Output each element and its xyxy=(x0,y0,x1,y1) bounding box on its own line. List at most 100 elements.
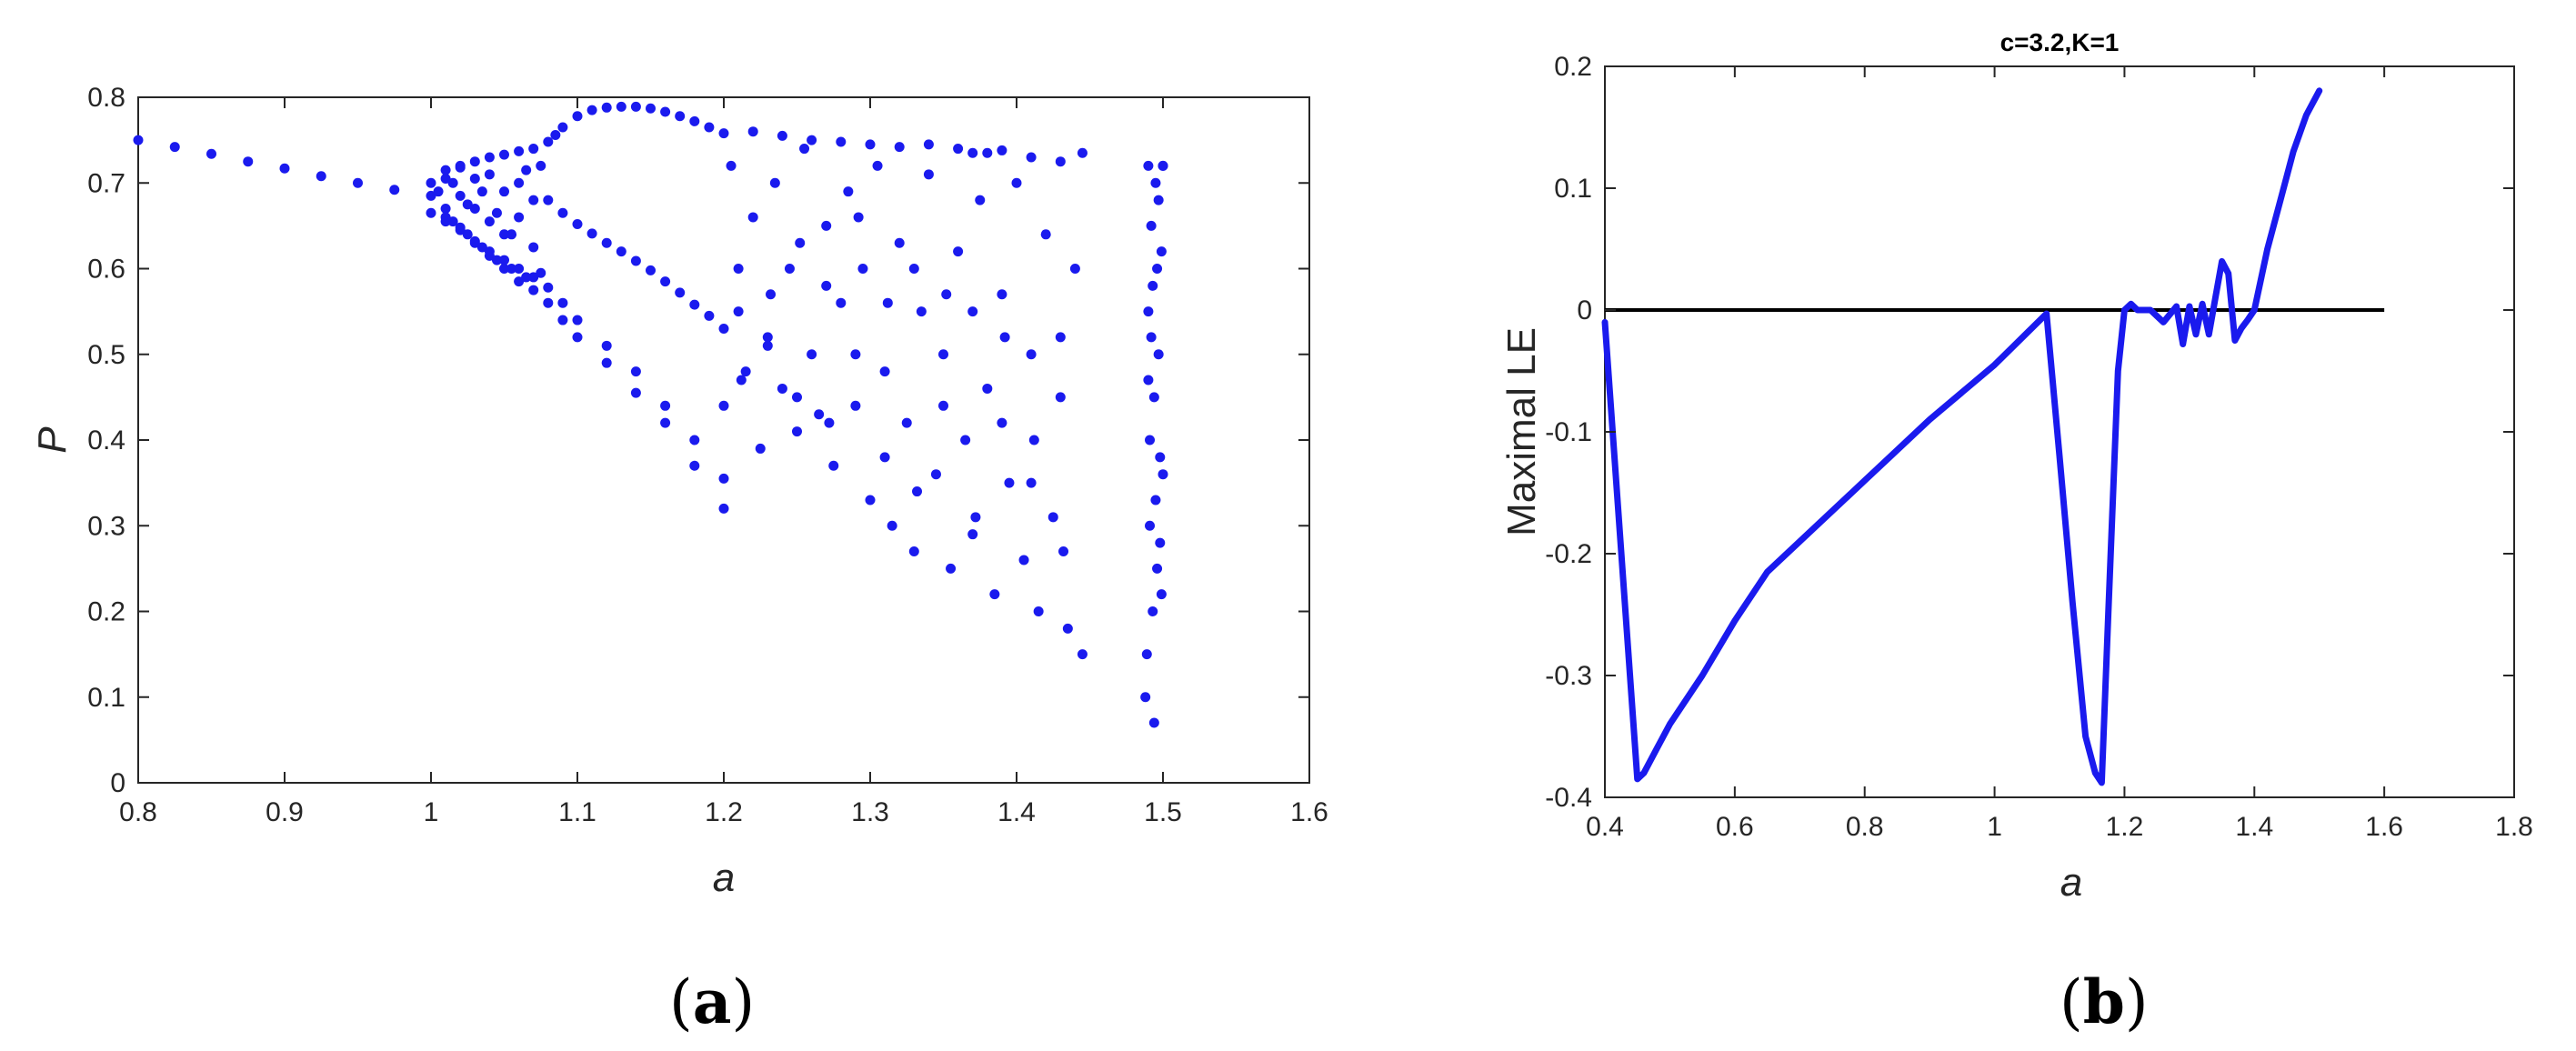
panel-a-point xyxy=(499,229,509,240)
panel-a-point xyxy=(1047,512,1058,523)
panel-a-point xyxy=(630,255,641,266)
panel-a-point xyxy=(543,136,554,147)
panel-a-point xyxy=(528,285,539,295)
panel-a-point xyxy=(997,145,1007,155)
panel-a-point xyxy=(1026,152,1037,163)
panel-a-point xyxy=(1069,264,1080,274)
panel-a-point xyxy=(916,306,927,317)
panel-a-y-tick-label: 0.2 xyxy=(87,597,125,627)
panel-a-point xyxy=(1026,477,1037,488)
panel-a-point xyxy=(747,212,758,223)
panel-a-point xyxy=(514,145,525,156)
panel-a-point xyxy=(975,195,986,205)
panel-a-point xyxy=(462,229,473,240)
panel-a-point xyxy=(908,264,919,274)
panel-a-point xyxy=(1143,306,1154,317)
panel-a-point xyxy=(777,383,787,394)
panel-a-point xyxy=(536,160,546,171)
panel-a-point xyxy=(784,264,795,274)
panel-a-y-tick-label: 0.4 xyxy=(87,425,125,455)
panel-a-point xyxy=(689,435,700,445)
panel-b-caption: (b) xyxy=(2060,966,2149,1037)
panel-a-point xyxy=(279,163,290,174)
panel-a-point xyxy=(879,366,890,377)
panel-a-y-tick-label: 0.8 xyxy=(87,83,125,113)
panel-a-point xyxy=(484,216,495,227)
panel-a-point xyxy=(1150,177,1161,188)
panel-a-x-tick-label: 0.8 xyxy=(119,797,157,827)
panel-a-point xyxy=(499,186,509,197)
panel-a-point xyxy=(536,267,546,278)
panel-a-y-tick-label: 0.1 xyxy=(87,683,125,713)
panel-a-point xyxy=(440,165,451,175)
panel-b-y-tick-label: -0.3 xyxy=(1545,661,1592,691)
panel-a-point xyxy=(630,387,641,398)
panel-a-point xyxy=(426,177,436,188)
panel-a-point xyxy=(675,111,686,122)
panel-a-point xyxy=(528,242,539,253)
panel-a-point xyxy=(506,264,517,274)
panel-a-point xyxy=(1155,537,1166,548)
panel-a-point xyxy=(853,212,864,223)
panel-a-x-tick-label: 0.9 xyxy=(266,797,304,827)
panel-a-point xyxy=(455,190,466,201)
panel-a-point xyxy=(769,177,780,188)
panel-a-point xyxy=(982,147,993,158)
panel-a-point xyxy=(1148,280,1158,291)
panel-a-point xyxy=(1055,392,1066,403)
panel-a-point xyxy=(557,122,568,133)
panel-a-point xyxy=(1148,606,1158,616)
panel-b-ticks: 0.4 0.6 0.8 1 1.2 1.4 1.6 1.8 -0.4 -0.3 -0.2 -0.1 0 0… xyxy=(1545,52,2533,842)
panel-b-y-tick-label: 0.1 xyxy=(1554,174,1592,204)
panel-b-x-tick-label: 1.4 xyxy=(2235,812,2273,842)
panel-a-point xyxy=(718,473,729,484)
panel-a-point xyxy=(1026,349,1037,360)
panel-a-point xyxy=(836,136,847,147)
panel-a-point xyxy=(879,452,890,463)
panel-a-point xyxy=(476,242,487,253)
panel-a-point xyxy=(762,332,773,343)
panel-a-point xyxy=(938,349,948,360)
panel-a-point xyxy=(440,174,451,185)
panel-a-caption: (a) xyxy=(669,966,755,1037)
panel-a-point xyxy=(491,207,502,218)
panel-a-point xyxy=(476,186,487,197)
panel-a-point xyxy=(660,417,671,428)
panel-a-point xyxy=(718,323,729,334)
panel-a-point xyxy=(689,460,700,471)
panel-a-point xyxy=(469,204,480,215)
panel-a-point xyxy=(807,349,817,360)
panel-a-point xyxy=(938,400,948,411)
panel-a-point xyxy=(469,156,480,167)
panel-a-point xyxy=(912,486,923,497)
panel-a-point xyxy=(616,246,626,257)
panel-a-point xyxy=(557,207,568,218)
panel-a-point xyxy=(1055,156,1066,167)
panel-a-plot-area xyxy=(137,96,1310,784)
panel-a-point xyxy=(982,383,993,394)
panel-a-point xyxy=(543,195,554,205)
panel-a-point xyxy=(824,417,835,428)
panel-a-y-axis-title: P xyxy=(30,426,75,454)
panel-a-point xyxy=(1146,220,1157,231)
panel-a-point xyxy=(514,276,525,287)
panel-a-point xyxy=(1033,606,1044,616)
panel-a-point xyxy=(1140,692,1151,703)
panel-a-point xyxy=(850,400,861,411)
panel-a-point xyxy=(1077,649,1088,660)
panel-a-point xyxy=(843,186,854,197)
panel-a-point xyxy=(1150,495,1161,505)
panel-a-ticks: 0.8 0.9 1 1.1 1.2 1.3 1.4 1.5 1.6 0 0.1 0.2 0.3 0.4 0.… xyxy=(87,83,1328,827)
panel-a-point xyxy=(736,375,747,385)
panel-a-point xyxy=(426,190,436,201)
panel-a-point xyxy=(469,174,480,185)
panel-a-point xyxy=(828,460,839,471)
panel-a-point xyxy=(865,139,876,150)
panel-a-point xyxy=(1145,435,1156,445)
panel-a-marks xyxy=(133,101,1168,728)
panel-a-point xyxy=(528,272,539,283)
panel-a-point xyxy=(1143,375,1154,385)
panel-a-point xyxy=(1018,555,1029,566)
